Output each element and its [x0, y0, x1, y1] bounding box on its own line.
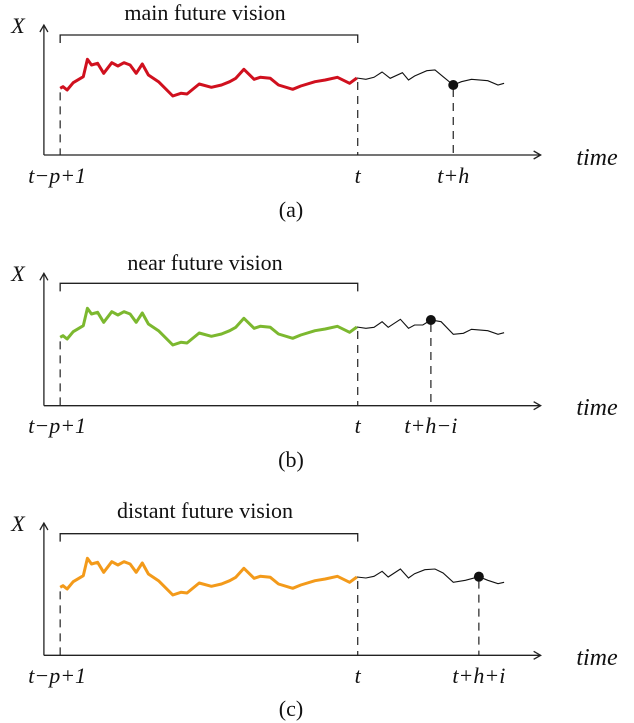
- x-axis-arrow-icon: [533, 150, 542, 160]
- target-point: [448, 80, 459, 90]
- x-axis-label: time: [576, 395, 618, 421]
- history-window-bracket: [59, 533, 359, 542]
- present-tick-label: t: [355, 163, 362, 188]
- panel-caption: (b): [278, 447, 304, 472]
- future-series-line: [356, 69, 505, 86]
- panel-title: distant future vision: [117, 498, 293, 523]
- history-series-line: [59, 556, 358, 597]
- target-point: [473, 571, 484, 582]
- panel-title: main future vision: [124, 0, 285, 25]
- x-axis-arrow-icon: [533, 401, 542, 411]
- target-point: [425, 315, 436, 325]
- x-axis-label: time: [576, 645, 618, 671]
- history-window-bracket: [59, 34, 359, 43]
- panel-title: near future vision: [127, 250, 282, 275]
- history-window-bracket: [59, 282, 359, 292]
- history-series-line: [59, 306, 358, 347]
- target-tick-label: t+h: [437, 163, 469, 188]
- x-axis-arrow-icon: [533, 650, 542, 660]
- y-axis-label: X: [10, 261, 26, 286]
- history-series-line: [59, 57, 358, 98]
- panel-caption: (c): [279, 696, 303, 721]
- x-axis-label: time: [576, 145, 618, 171]
- start-tick-label: t−p+1: [28, 413, 86, 438]
- y-axis-arrow-icon: [39, 521, 49, 531]
- present-tick-label: t: [355, 413, 362, 438]
- present-tick-label: t: [355, 663, 362, 688]
- start-tick-label: t−p+1: [28, 663, 86, 688]
- future-series-line: [356, 318, 505, 335]
- y-axis-arrow-icon: [39, 272, 49, 281]
- panel-caption: (a): [279, 197, 303, 222]
- y-axis-arrow-icon: [39, 23, 49, 33]
- target-tick-label: t+h−i: [404, 413, 457, 438]
- y-axis-label: X: [10, 13, 26, 38]
- target-tick-label: t+h+i: [452, 663, 505, 688]
- y-axis-label: X: [10, 511, 26, 536]
- start-tick-label: t−p+1: [28, 163, 86, 188]
